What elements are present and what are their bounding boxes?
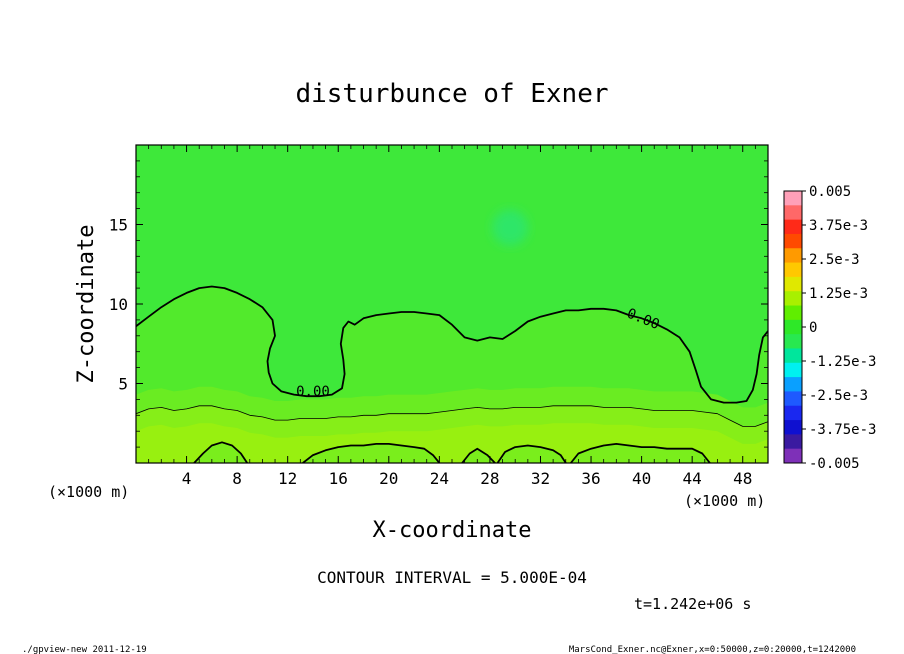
colorbar-swatch [784, 276, 802, 292]
colorbar-swatch [784, 334, 802, 349]
colorbar-label: 1.25e-3 [809, 286, 868, 302]
colorbar-swatch [784, 362, 802, 378]
contour-interval-text: CONTOUR INTERVAL = 5.000E-04 [317, 568, 587, 587]
colorbar-swatch [784, 448, 802, 464]
colorbar-swatch [784, 248, 802, 263]
shade-negative-cell [492, 209, 529, 246]
contour-positive-first [136, 405, 768, 427]
x-tick-label: 36 [581, 469, 600, 488]
x-tick-label: 48 [733, 469, 752, 488]
colorbar-swatch [784, 205, 802, 221]
colorbar-swatch [784, 262, 802, 278]
colorbar-label: 3.75e-3 [809, 218, 868, 234]
x-tick-label: 4 [182, 469, 192, 488]
contour-zero-upper [136, 285, 768, 404]
x-tick-label: 28 [480, 469, 499, 488]
x-tick-label: 40 [632, 469, 651, 488]
colorbar-label: 0 [809, 320, 817, 336]
x-tick-label: 32 [531, 469, 550, 488]
x-axis: 4 8 12 16 20 24 28 32 36 40 44 48 [148, 145, 756, 488]
shade-zero_lower_2 [302, 443, 440, 463]
colorbar-label: -2.5e-3 [809, 388, 868, 404]
x-unit-label: (×1000 m) [684, 492, 765, 510]
y-tick-label: 5 [118, 375, 128, 394]
contour-zero-lower-5 [570, 443, 711, 463]
colorbar-label: 2.5e-3 [809, 252, 860, 268]
x-tick-label: 44 [683, 469, 702, 488]
y-axis-label: Z-coordinate [74, 225, 99, 384]
colorbar-label: -3.75e-3 [809, 422, 876, 438]
colorbar-swatch [784, 319, 802, 335]
shade-zero_lower_3 [462, 448, 495, 463]
colorbar-swatch [784, 291, 802, 306]
x-tick-label: 20 [379, 469, 398, 488]
colorbar-label: 0.005 [809, 184, 851, 200]
colorbar-swatch [784, 405, 802, 421]
x-tick-label: 24 [430, 469, 449, 488]
time-stamp-text: t=1.242e+06 s [634, 595, 751, 613]
contour-zero-lower-1 [193, 441, 248, 463]
colorbar-swatch [784, 377, 802, 392]
colorbar-swatch [784, 348, 802, 364]
colorbar: 0.005 3.75e-3 2.5e-3 1.25e-3 0 -1.25e-3 -2.5e-… [783, 184, 876, 472]
contour-zero-lower-4 [496, 444, 567, 463]
contour-lines [136, 285, 768, 463]
x-axis-label: X-coordinate [373, 518, 532, 543]
shade-zero_lower_5 [570, 443, 710, 463]
colorbar-swatch [784, 191, 802, 206]
contour-zero-lower-2 [302, 443, 441, 463]
contour-label: 0.00 [296, 384, 330, 400]
y-unit-label: (×1000 m) [48, 483, 129, 501]
footer-left-text: ./gpview-new 2011-12-19 [22, 645, 147, 654]
y-axis: 5 10 15 [109, 160, 768, 448]
y-tick-label: 15 [109, 216, 128, 235]
colorbar-label: -1.25e-3 [809, 354, 876, 370]
chart-title: disturbunce of Exner [295, 79, 608, 109]
colorbar-swatch [784, 391, 802, 407]
colorbar-label: -0.005 [809, 456, 860, 472]
colorbar-swatch [784, 305, 802, 321]
colorbar-swatch [784, 434, 802, 450]
footer-right-text: MarsCond_Exner.nc@Exner,x=0:50000,z=0:20… [569, 645, 856, 654]
colorbar-swatch [784, 233, 802, 249]
x-tick-label: 16 [329, 469, 348, 488]
colorbar-swatch [784, 219, 802, 235]
x-tick-label: 8 [232, 469, 242, 488]
colorbar-swatch [784, 420, 802, 435]
field-shading [136, 209, 768, 463]
y-tick-label: 10 [109, 295, 128, 314]
x-tick-label: 12 [278, 469, 297, 488]
